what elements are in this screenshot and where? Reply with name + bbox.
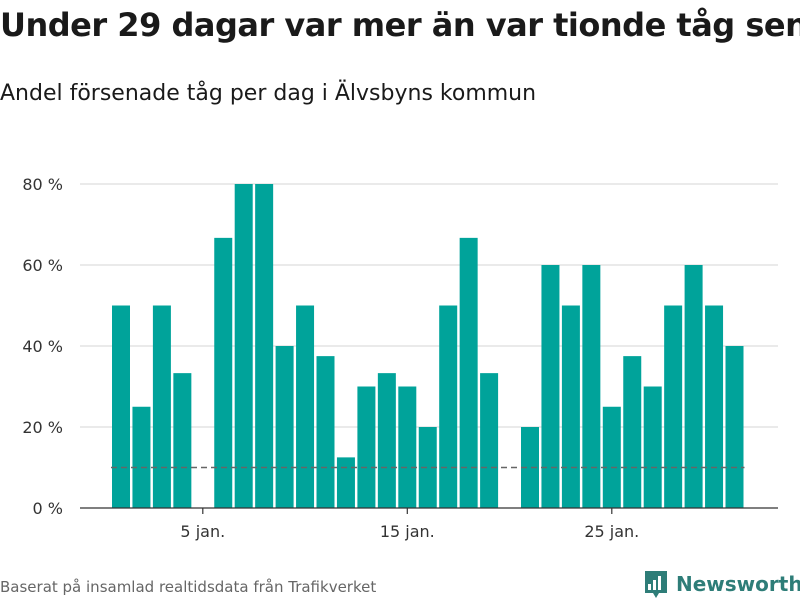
bar	[255, 184, 274, 508]
y-tick-label: 20 %	[22, 418, 63, 437]
bar	[275, 346, 294, 508]
bar	[418, 427, 437, 508]
bar	[398, 386, 417, 508]
y-tick-label: 60 %	[22, 256, 63, 275]
bar-chart: 0 % 20 % 40 % 60 % 80 % 5 jan. 15 jan. 25 jan.	[22, 175, 778, 541]
bar	[664, 305, 683, 508]
bar	[480, 373, 499, 508]
bar	[112, 305, 130, 508]
bar	[152, 305, 171, 508]
x-tick-label: 25 jan.	[584, 522, 639, 541]
y-tick-label: 80 %	[22, 175, 63, 194]
bar	[439, 305, 458, 508]
x-tick-label: 5 jan.	[180, 522, 225, 541]
bar	[623, 356, 642, 508]
bar	[541, 265, 560, 508]
brand-name: Newsworthy	[676, 572, 800, 596]
bar	[705, 305, 724, 508]
bar	[316, 356, 335, 508]
bar	[582, 265, 601, 508]
bar	[234, 184, 253, 508]
source-note: Baserat på insamlad realtidsdata från Tr…	[0, 578, 377, 596]
bar	[132, 406, 151, 508]
bar	[643, 386, 662, 508]
bar	[561, 305, 580, 508]
y-tick-label: 40 %	[22, 337, 63, 356]
bar	[296, 305, 315, 508]
bar	[173, 373, 192, 508]
chart-title: Under 29 dagar var mer än var tionde tåg…	[0, 6, 800, 44]
bar	[377, 373, 396, 508]
x-tick-label: 15 jan.	[380, 522, 435, 541]
bar	[725, 346, 744, 508]
bar	[336, 457, 355, 508]
y-tick-label: 0 %	[33, 499, 63, 518]
bar	[521, 427, 539, 508]
brand-logo: Newsworthy	[643, 569, 800, 599]
bar	[459, 237, 478, 509]
newsworthy-logo-icon	[645, 571, 667, 598]
chart-subtitle: Andel försenade tåg per dag i Älvsbyns k…	[0, 81, 537, 106]
bar	[602, 406, 621, 508]
bar	[684, 265, 703, 508]
bar	[357, 386, 376, 508]
bar	[214, 237, 233, 509]
